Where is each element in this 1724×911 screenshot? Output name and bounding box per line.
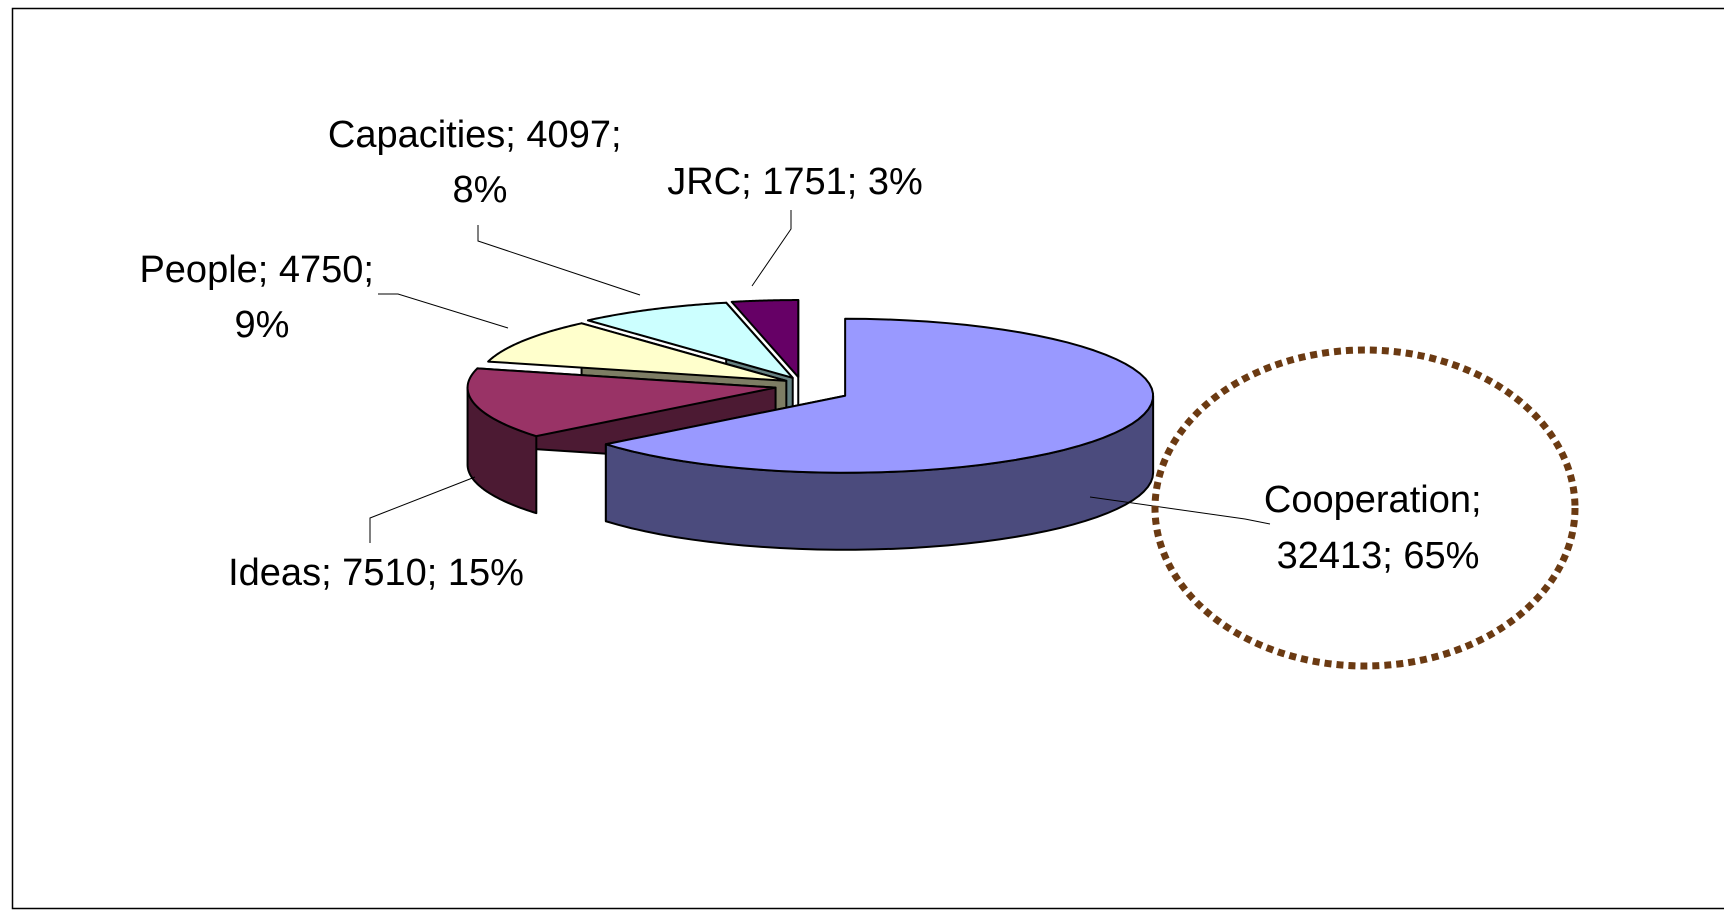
leader-line-ideas bbox=[369, 476, 476, 543]
data-label-capacities: Capacities; 4097; 8% bbox=[328, 114, 632, 211]
data-label-people: People; 4750; 9% bbox=[139, 249, 384, 346]
data-label-ideas: Ideas; 7510; 15% bbox=[228, 552, 524, 594]
data-label-cooperation: Cooperation; 32413; 65% bbox=[1264, 479, 1492, 577]
leader-line-jrc bbox=[751, 210, 792, 287]
leader-line-people bbox=[378, 293, 509, 329]
leader-line-cooperation bbox=[1089, 496, 1271, 525]
slice-top-ideas bbox=[466, 367, 777, 438]
slice-ideas bbox=[466, 367, 777, 515]
slice-cooperation bbox=[604, 317, 1155, 551]
pie-slices bbox=[466, 299, 1155, 551]
slice-top-capacities bbox=[586, 301, 794, 379]
slice-top-people bbox=[487, 322, 788, 382]
data-label-jrc: JRC; 1751; 3% bbox=[667, 161, 923, 203]
slice-top-jrc bbox=[730, 299, 800, 379]
leader-lines bbox=[369, 210, 1271, 543]
slice-top-cooperation bbox=[604, 317, 1155, 474]
leader-line-capacities bbox=[477, 225, 641, 296]
highlight-ellipse bbox=[1151, 346, 1579, 670]
